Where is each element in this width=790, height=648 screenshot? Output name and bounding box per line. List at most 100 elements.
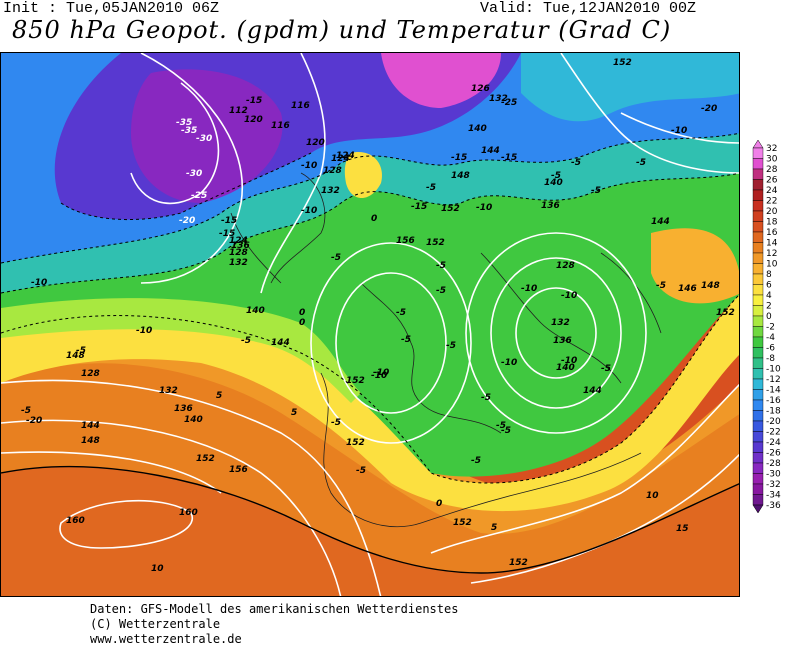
scale-swatch xyxy=(752,441,764,453)
temp-label: -5 xyxy=(636,158,646,168)
temp-label: -10 xyxy=(31,278,47,288)
geo-label: 140 xyxy=(544,178,563,188)
scale-swatch xyxy=(752,315,764,327)
temp-label: -5 xyxy=(241,336,251,346)
scale-tick-label: 30 xyxy=(766,155,778,165)
geo-label: 152 xyxy=(716,308,735,318)
scale-swatch xyxy=(752,431,764,443)
geo-label: 124 xyxy=(229,236,248,246)
geo-label: 152 xyxy=(613,58,632,68)
temp-label: -5 xyxy=(481,393,491,403)
temp-label: -30 xyxy=(196,134,212,144)
scale-tick-label: 14 xyxy=(766,239,778,249)
scale-swatch xyxy=(752,210,764,222)
temperature-isolines xyxy=(1,132,739,484)
scale-tick-label: 32 xyxy=(766,144,777,154)
scale-swatch xyxy=(752,452,764,464)
temp-label: -5 xyxy=(401,335,411,345)
field-purple xyxy=(131,69,283,203)
temp-label: -15 xyxy=(501,153,517,163)
geo-label: 132 xyxy=(321,186,340,196)
geo-label: 112 xyxy=(229,106,248,116)
field-light-blue-ne xyxy=(521,53,739,122)
scale-tick-label: 22 xyxy=(766,197,777,207)
scale-swatch xyxy=(752,326,764,338)
temp-label: -15 xyxy=(411,202,427,212)
scale-tick-label: -6 xyxy=(766,344,775,354)
weather-map: -35 -30 -35 -30 -25 -20 -15 -15 -10 -10 … xyxy=(0,52,740,597)
scale-tick-label: 6 xyxy=(766,281,772,291)
geo-label: 144 xyxy=(81,421,100,431)
geo-label: 152 xyxy=(441,204,460,214)
scale-tick-label: -24 xyxy=(766,438,781,448)
temp-label: -35 xyxy=(181,126,197,136)
geo-label: 140 xyxy=(556,363,575,373)
scale-tick-label: -30 xyxy=(766,470,781,480)
temp-label: -10 xyxy=(561,356,577,366)
scale-canvas: 32302826242220181614121086420-2-4-6-8-10… xyxy=(752,139,781,514)
scale-swatch xyxy=(752,252,764,264)
temp-label: -5 xyxy=(436,286,446,296)
geo-label: 136 xyxy=(541,201,560,211)
scale-swatch xyxy=(752,305,764,317)
scale-swatch xyxy=(752,158,764,170)
scale-tick-label: -28 xyxy=(766,459,781,469)
temp-label: -20 xyxy=(26,416,42,426)
temp-label: -10 xyxy=(521,284,537,294)
temp-label: -10 xyxy=(671,126,687,136)
scale-swatch xyxy=(752,347,764,359)
geo-label: 120 xyxy=(306,138,325,148)
scale-swatch xyxy=(752,168,764,180)
geo-label: 124 xyxy=(331,154,350,164)
geo-label: 152 xyxy=(426,238,445,248)
geo-label: 144 xyxy=(481,146,500,156)
scale-swatch xyxy=(752,473,764,485)
scale-swatch xyxy=(752,494,764,506)
geo-label: 132 xyxy=(229,258,248,268)
geo-label: 128 xyxy=(81,369,100,379)
geo-label: 160 xyxy=(179,508,198,518)
temp-label: -5 xyxy=(426,183,436,193)
geo-label: 148 xyxy=(451,171,470,181)
zero-isoline xyxy=(1,465,739,574)
temp-label: -15 xyxy=(451,153,467,163)
geo-label: 128 xyxy=(229,248,248,258)
footer-line-data: Daten: GFS-Modell des amerikanischen Wet… xyxy=(90,602,459,616)
temperature-color-scale: 32 30 28 26 24 22 20 18 16 14 12 10 8 6 4 2 0 -2 -4 -6 -8 -10… xyxy=(752,139,788,520)
scale-tick-label: 12 xyxy=(766,249,777,259)
scale-tick-label: 8 xyxy=(766,270,772,280)
temp-label: -10 xyxy=(136,326,152,336)
geo-label: 136 xyxy=(553,336,572,346)
geo-label: 144 xyxy=(583,386,602,396)
temp-label: -25 xyxy=(191,191,207,201)
scale-swatch xyxy=(752,336,764,348)
geo-label: 156 xyxy=(396,236,415,246)
scale-swatch xyxy=(752,420,764,432)
scale-tick-label: -20 xyxy=(766,417,781,427)
scale-tick-label: -18 xyxy=(766,407,781,417)
temp-label: -35 xyxy=(176,118,192,128)
footer-credits: Daten: GFS-Modell des amerikanischen Wet… xyxy=(90,602,458,647)
scale-swatch xyxy=(752,242,764,254)
temp-label: -10 xyxy=(476,203,492,213)
scale-tick-label: -8 xyxy=(766,354,775,364)
geo-label: 152 xyxy=(196,454,215,464)
scale-swatch xyxy=(752,263,764,275)
scale-tick-label: -12 xyxy=(766,375,781,385)
temp-label: 0 xyxy=(371,214,377,224)
scale-tick-label: -16 xyxy=(766,396,781,406)
temp-label: 10 xyxy=(151,564,164,574)
geo-label: 116 xyxy=(271,121,290,131)
temp-label: -5 xyxy=(551,171,561,181)
temp-label: -25 xyxy=(501,98,517,108)
temp-label: -10 xyxy=(373,368,389,378)
scale-tick-label: -32 xyxy=(766,480,781,490)
geo-label: 136 xyxy=(231,241,250,251)
temp-label: 15 xyxy=(676,524,689,534)
scale-tick-label: -2 xyxy=(766,323,775,333)
temp-label: -30 xyxy=(186,169,202,179)
temp-label: -5 xyxy=(356,466,366,476)
scale-swatch xyxy=(752,399,764,411)
geo-label: 136 xyxy=(174,404,193,414)
temp-label: -5 xyxy=(656,281,666,291)
